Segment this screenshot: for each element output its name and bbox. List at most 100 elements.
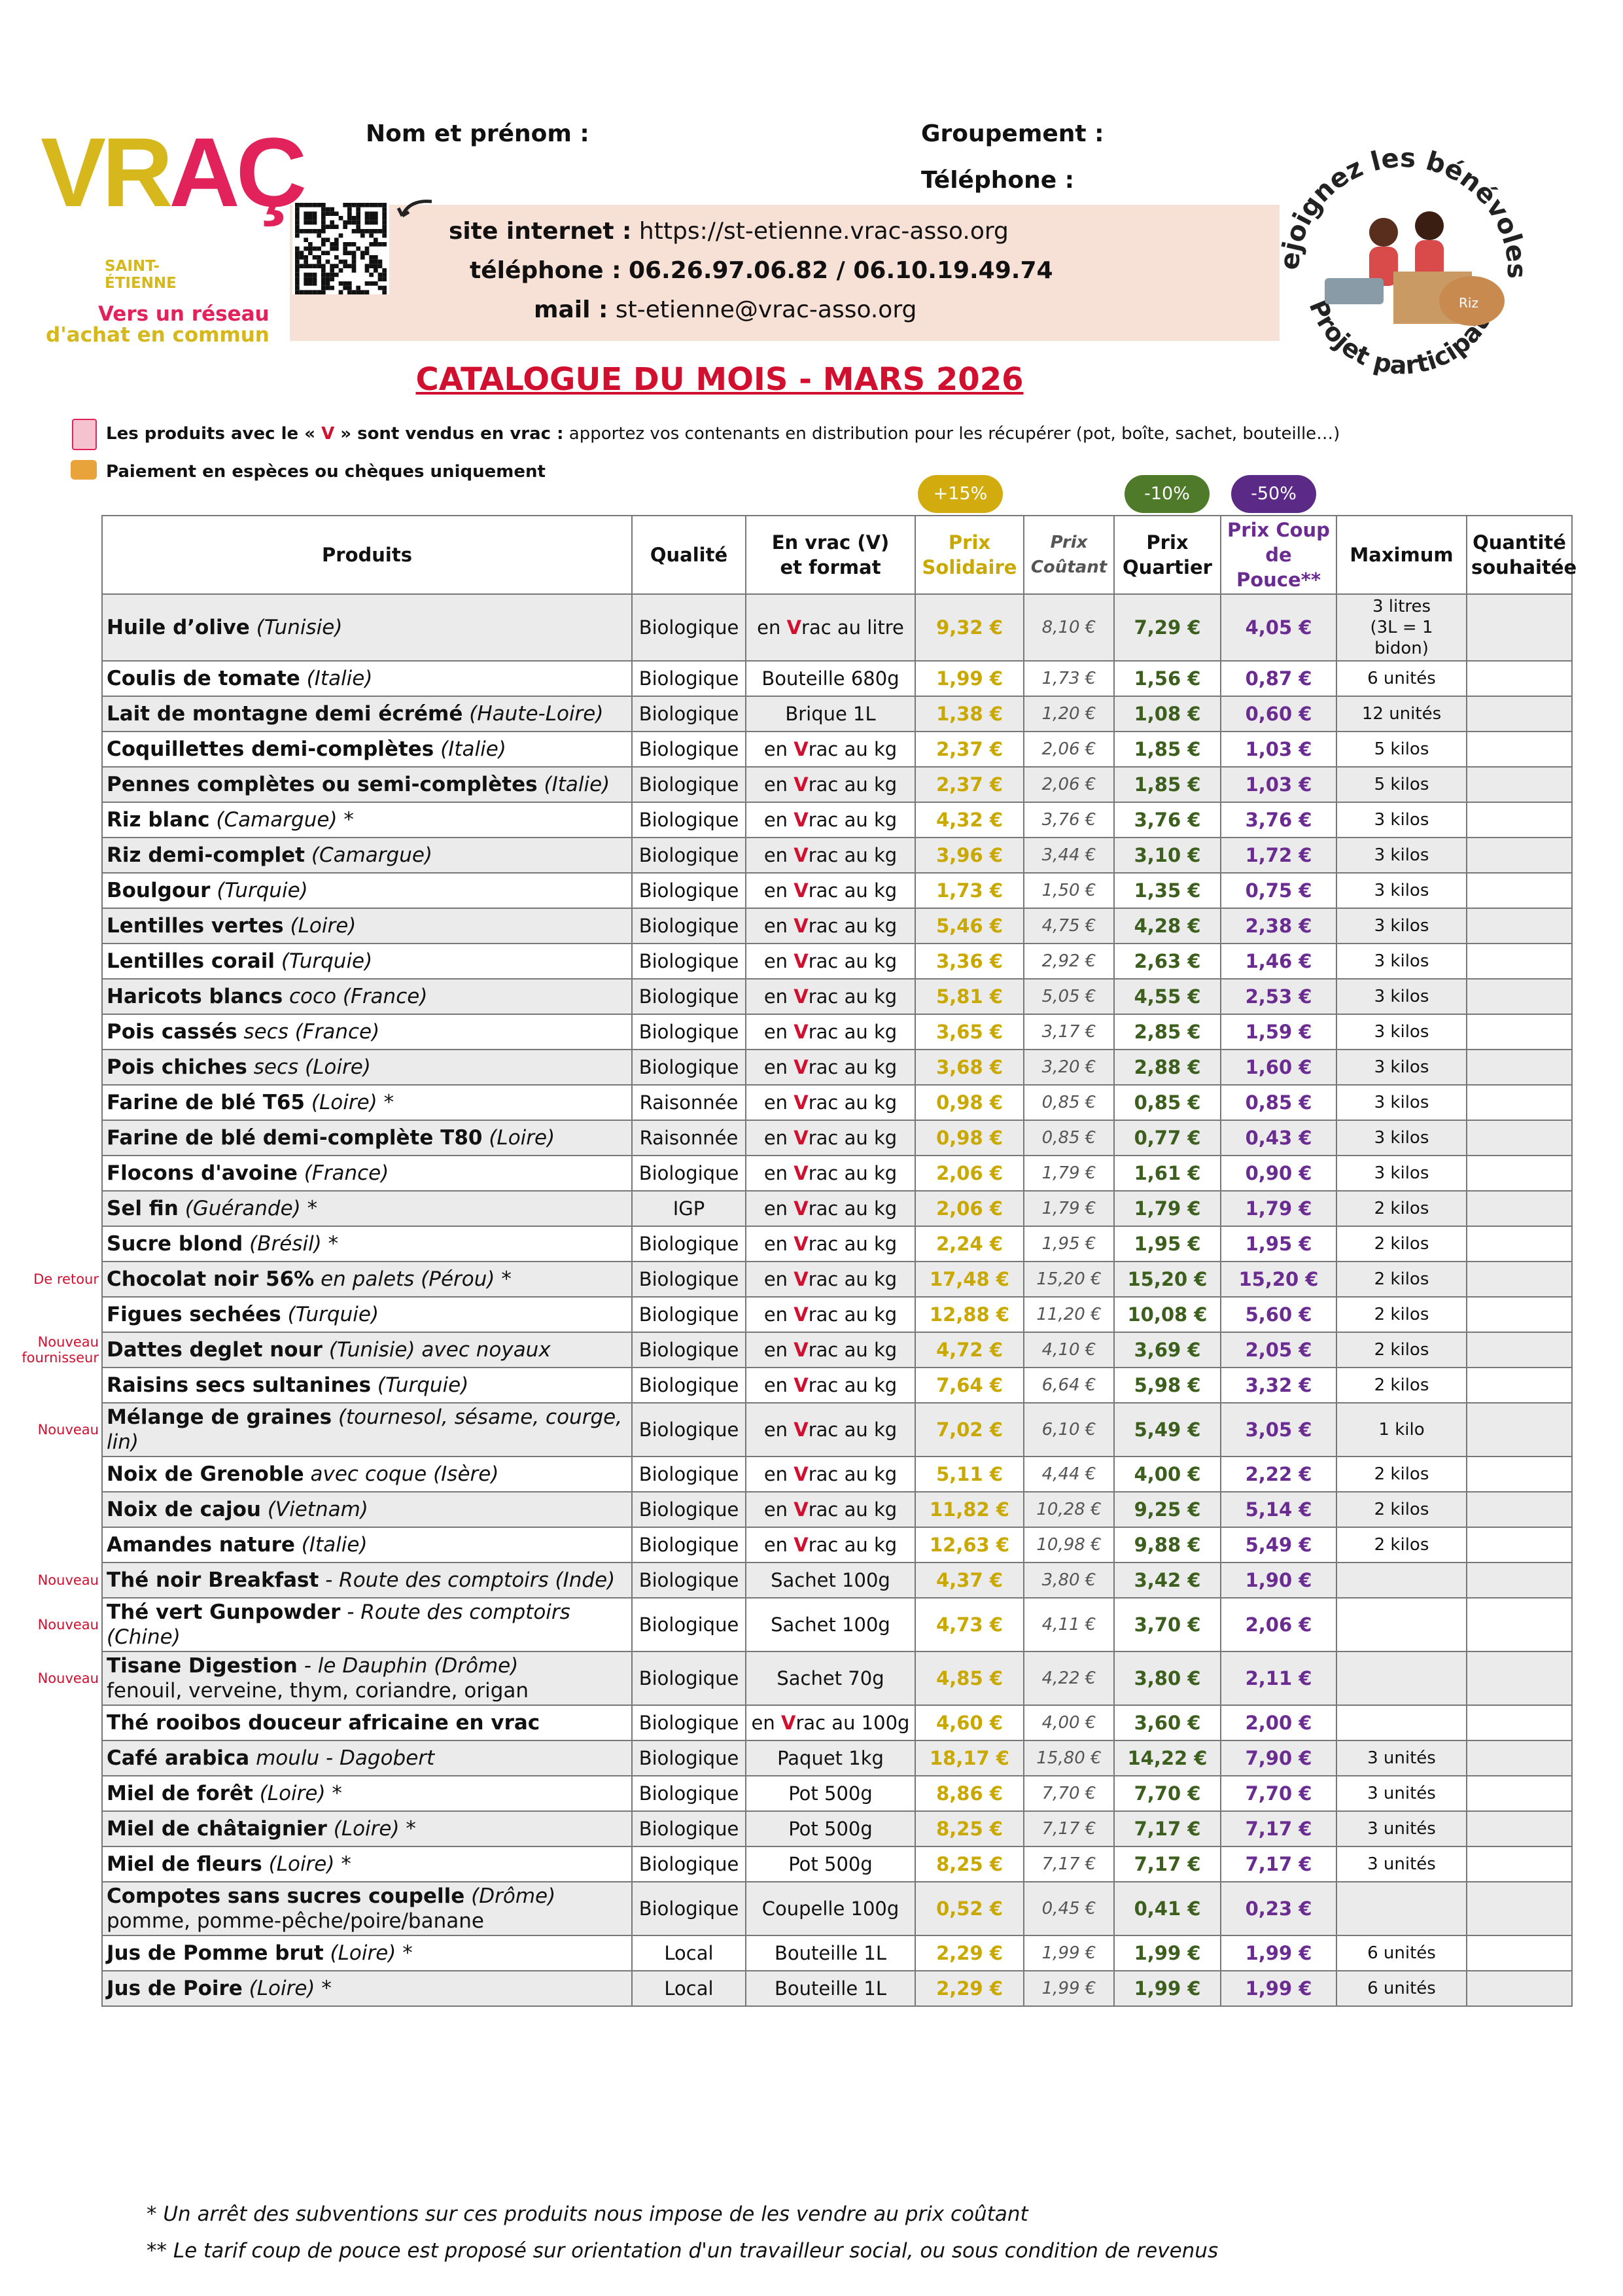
table-row: De retour Chocolat noir 56% en palets (Pé… [0,1261,1573,1298]
table-row: Riz blanc (Camargue) * Biologique en Vrac … [0,802,1573,838]
price-pouce: 1,90 € [1220,1562,1337,1598]
quantity-input[interactable] [1466,1226,1573,1262]
qr-module [351,242,357,247]
note-cell [0,1740,102,1776]
quantity-input[interactable] [1466,696,1573,732]
quantity-input[interactable] [1466,766,1573,803]
price-pouce: 1,99 € [1220,1970,1337,2007]
quantity-input[interactable] [1466,1049,1573,1086]
vrac-mark: V [794,1162,809,1184]
quantity-input[interactable] [1466,872,1573,909]
price-coutant: 4,00 € [1023,1704,1115,1741]
quantity-input[interactable] [1466,1810,1573,1847]
row-note: Nouveau [0,1651,102,1705]
qr-module [369,220,374,225]
qr-module [351,290,357,294]
product-name: Huile d’olive [107,616,250,639]
note-cell [0,1971,102,2006]
format: Sachet 100g [745,1562,916,1598]
quantity-input[interactable] [1466,1367,1573,1404]
qr-module [308,272,313,277]
quantity-input[interactable] [1466,1651,1573,1706]
quantity-input[interactable] [1466,1775,1573,1812]
quantity-input[interactable] [1466,1332,1573,1368]
quantity-input[interactable] [1466,802,1573,838]
qr-module [317,233,321,238]
maximum: 3 kilos [1336,1155,1467,1192]
quantity-input[interactable] [1466,1740,1573,1776]
note-cell [0,661,102,696]
qr-module [347,203,352,207]
qr-module [312,211,317,216]
contact-label: mail : [534,296,608,323]
vrac-mark: V [794,773,809,796]
quantity-input[interactable] [1466,1527,1573,1563]
quantity-input[interactable] [1466,1120,1573,1156]
table-row: Nouveau Thé noir Breakfast - Route des co… [0,1562,1573,1598]
qr-module [330,207,334,212]
mail[interactable]: st-etienne@vrac-asso.org [615,296,917,323]
maximum: 3 unités [1336,1810,1467,1847]
qr-module [321,229,326,234]
quantity-input[interactable] [1466,1261,1573,1298]
quantity-input[interactable] [1466,943,1573,980]
quantity-input[interactable] [1466,731,1573,768]
qr-module [347,264,352,268]
qr-module [347,220,352,225]
product-name: Miel de fleurs [107,1852,262,1876]
format: en Vrac au kg [745,1367,916,1404]
quantity-input[interactable] [1466,1562,1573,1598]
product-cell: Jus de Pomme brut (Loire) * [101,1935,633,1971]
qr-module [308,216,313,221]
product-detail: (Loire) [489,1126,555,1150]
qr-module [317,290,321,294]
format: en Vrac au kg [745,1155,916,1192]
qr-module [299,251,304,255]
quantity-input[interactable] [1466,1597,1573,1652]
quality: Biologique [631,1651,746,1706]
quantity-input[interactable] [1466,1704,1573,1741]
qr-module [321,272,326,277]
qr-module [364,264,370,268]
qr-module [295,272,300,277]
site-url[interactable]: https://st-etienne.vrac-asso.org [638,218,1009,245]
quantity-input[interactable] [1466,1296,1573,1333]
price-coutant: 1,20 € [1023,696,1115,732]
price-coutant: 11,20 € [1023,1296,1115,1333]
quantity-input[interactable] [1466,593,1573,662]
note: Paiement en espèces ou chèques uniquemen… [106,462,546,482]
qr-module [369,233,374,238]
quantity-input[interactable] [1466,1084,1573,1121]
quality: Biologique [631,1562,746,1598]
quantity-input[interactable] [1466,1881,1573,1936]
qr-module [338,233,343,238]
maximum: 6 unités [1336,660,1467,697]
table-row: Huile d’olive (Tunisie) Biologique en Vrac… [0,593,1573,662]
quantity-input[interactable] [1466,1155,1573,1192]
quantity-input[interactable] [1466,1935,1573,1971]
quantity-input[interactable] [1466,660,1573,697]
maximum: 2 kilos [1336,1261,1467,1298]
quantity-input[interactable] [1466,1846,1573,1882]
quantity-input[interactable] [1466,1402,1573,1457]
quantity-input[interactable] [1466,908,1573,944]
qr-module [317,264,321,268]
vrac-mark: V [794,1056,809,1078]
qr-module [317,203,321,207]
qr-module [304,290,308,294]
product-detail: (Loire) * [259,1782,342,1805]
qr-module [347,281,352,286]
quantity-input[interactable] [1466,837,1573,874]
quantity-input[interactable] [1466,1014,1573,1050]
quantity-input[interactable] [1466,1190,1573,1227]
quantity-input[interactable] [1466,1456,1573,1492]
qr-module [304,203,308,207]
qr-module [369,259,374,264]
qr-module [382,203,387,207]
quantity-input[interactable] [1466,978,1573,1015]
qr-module [295,229,300,234]
quality: Biologique [631,802,746,838]
quantity-input[interactable] [1466,1970,1573,2007]
quantity-input[interactable] [1466,1491,1573,1528]
maximum: 3 unités [1336,1846,1467,1882]
